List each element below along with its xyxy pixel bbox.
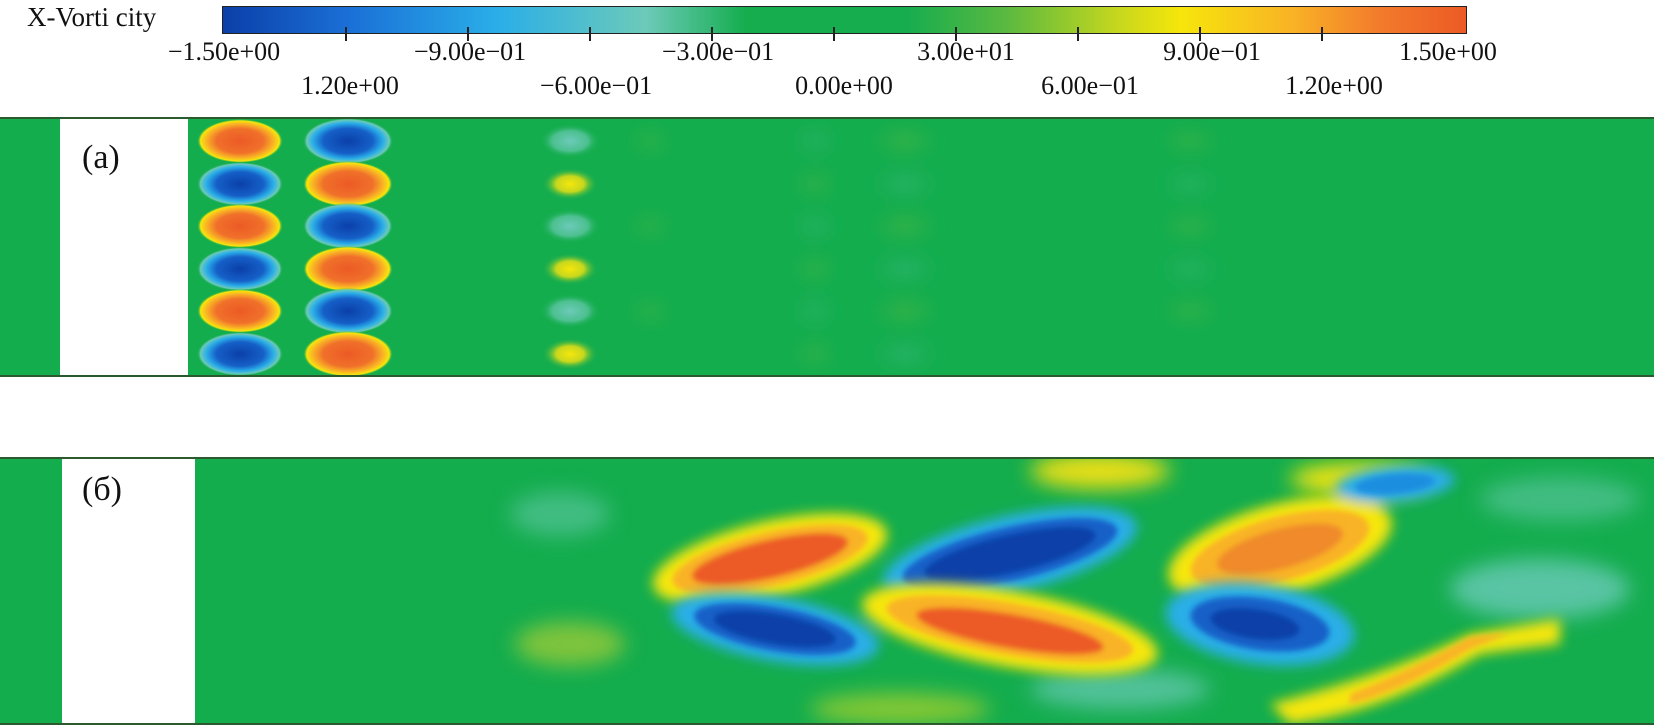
vorticity-field-a xyxy=(60,119,1225,375)
colorbar-tick xyxy=(1199,27,1201,41)
colorbar-tick xyxy=(467,27,469,41)
colorbar-label: 1.50e+00 xyxy=(1399,37,1497,66)
colorbar-title: X-Vorti city xyxy=(27,2,157,32)
colorbar-tick xyxy=(345,27,347,41)
colorbar-label: −3.00e−01 xyxy=(661,37,775,66)
colorbar-label: −6.00e−01 xyxy=(539,71,653,100)
colorbar-tick xyxy=(711,27,713,41)
panel-a: (a) xyxy=(0,117,1654,377)
panel-label-b: (б) xyxy=(82,471,122,508)
panel-b: (б) xyxy=(0,457,1654,725)
vorticity-field-b xyxy=(62,459,1640,723)
obstacle xyxy=(62,459,195,723)
colorbar-label: 0.00e+00 xyxy=(795,71,893,100)
panel-label-a: (a) xyxy=(82,139,120,176)
colorbar-tick xyxy=(1321,27,1323,41)
colorbar-label: 1.20e+00 xyxy=(1285,71,1383,100)
colorbar-label: −9.00e−01 xyxy=(413,37,527,66)
colorbar-tick xyxy=(833,27,835,41)
colorbar-label: 9.00e−01 xyxy=(1163,37,1261,66)
colorbar xyxy=(222,6,1467,41)
colorbar-tick xyxy=(589,27,591,41)
obstacle xyxy=(60,119,188,375)
colorbar-label: −1.50e+00 xyxy=(167,37,281,66)
colorbar-label: 3.00e+01 xyxy=(917,37,1015,66)
colorbar-label: 1.20e+00 xyxy=(301,71,399,100)
colorbar-label: 6.00e−01 xyxy=(1041,71,1139,100)
colorbar-tick xyxy=(1077,27,1079,41)
colorbar-tick xyxy=(955,27,957,41)
